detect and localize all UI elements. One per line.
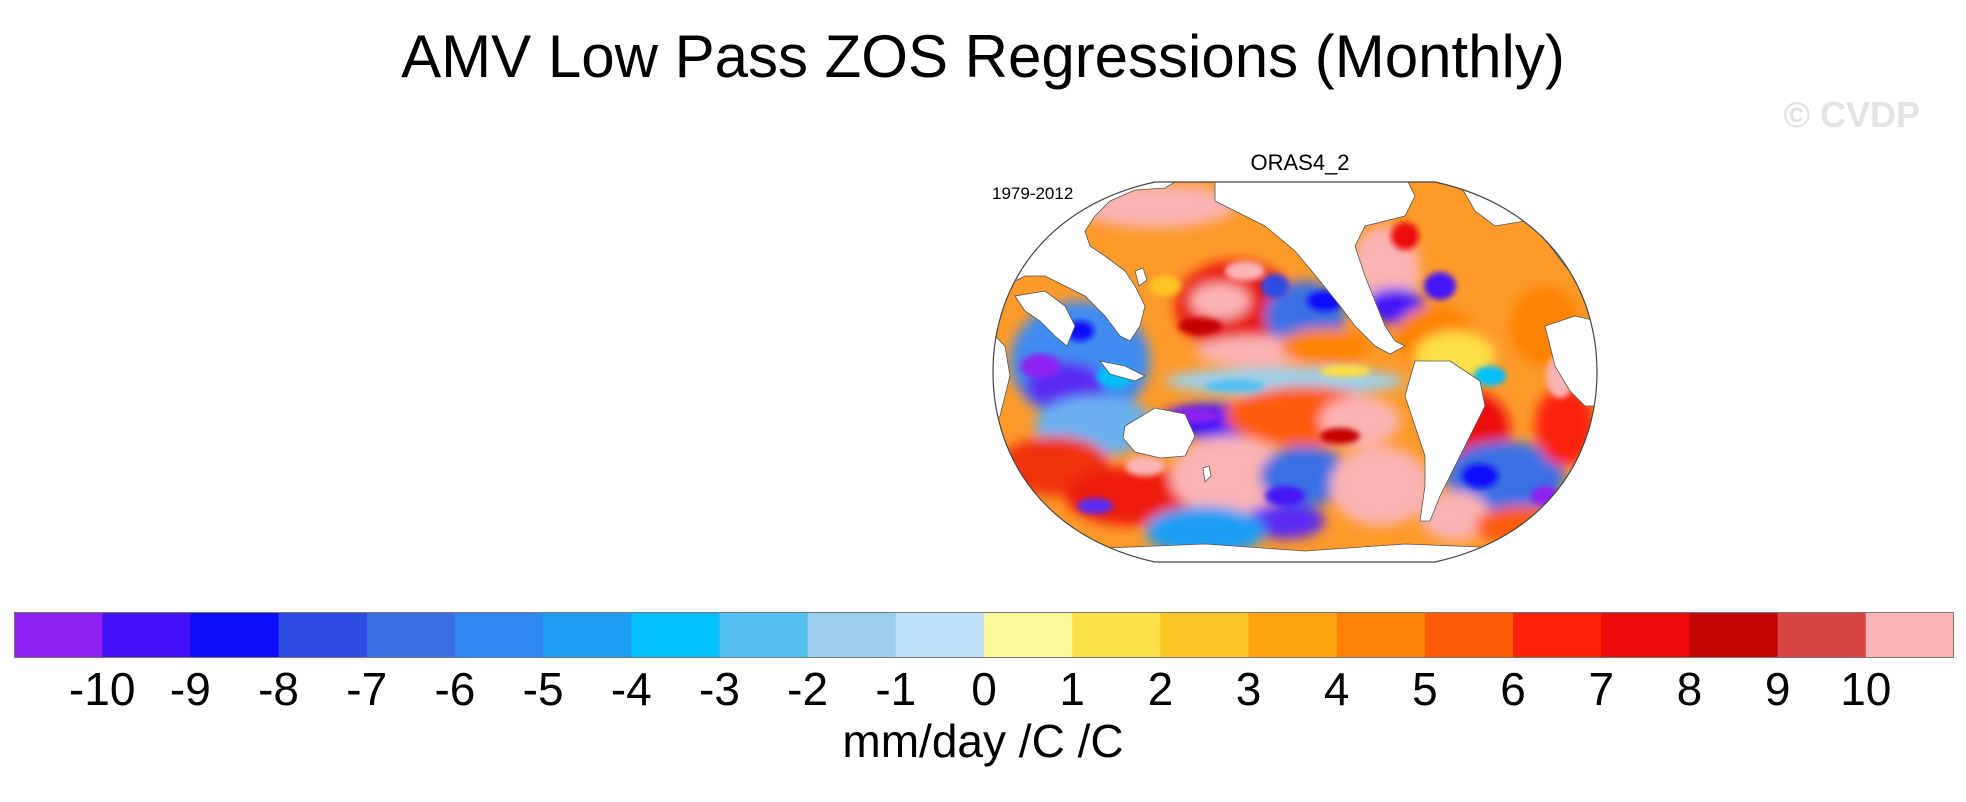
colorbar-swatch — [1865, 612, 1954, 658]
world-map-panel — [992, 181, 1598, 563]
colorbar-frame — [14, 612, 1954, 658]
colorbar-tick-label: -10 — [68, 663, 136, 715]
colorbar-tick-label: 7 — [1588, 663, 1615, 715]
colorbar-swatch — [895, 612, 985, 658]
colorbar-tick-label: 0 — [971, 663, 997, 715]
colorbar-tick-label: -5 — [522, 663, 564, 715]
colorbar-tick-label: 8 — [1676, 663, 1703, 715]
colorbar-tick-label: -8 — [258, 663, 299, 715]
land-new-zealand — [1202, 465, 1212, 483]
colorbar-tick-label: 1 — [1059, 663, 1085, 715]
panel-title: ORAS4_2 — [1250, 150, 1350, 175]
colorbar-units: mm/day /C /C — [842, 715, 1124, 767]
land-africa-west — [1544, 315, 1597, 407]
colorbar-swatch — [1424, 612, 1514, 658]
colorbar-swatch — [1777, 612, 1867, 658]
colorbar-labels: -10 -9 -8 -7 -6 -5 -4 -3 -2 -1 0 1 2 3 4 5 6 7 8 9 10 — [0, 662, 1966, 722]
land-indonesia — [1099, 360, 1146, 382]
colorbar-swatch — [1160, 612, 1250, 658]
colorbar-swatch — [1513, 612, 1602, 658]
colorbar-swatch — [1689, 612, 1779, 658]
colorbar-tick-label: -1 — [875, 663, 917, 715]
colorbar-tick-label: -6 — [434, 663, 476, 715]
colorbar-swatch — [1248, 612, 1338, 658]
land-south-america — [1404, 360, 1486, 522]
colorbar-tick-label: 2 — [1147, 663, 1174, 715]
land-north-america — [1214, 182, 1416, 355]
colorbar-swatch — [454, 612, 544, 658]
colorbar-tick-label: 6 — [1500, 663, 1526, 715]
land-antarctica — [993, 543, 1597, 562]
colorbar-swatch — [366, 612, 456, 658]
colorbar-tick-label: -4 — [610, 663, 652, 715]
chart-title: AMV Low Pass ZOS Regressions (Monthly) — [401, 23, 1565, 90]
map-field — [993, 182, 1597, 562]
colorbar-swatch — [1601, 612, 1690, 658]
land-arabia-india — [1014, 290, 1076, 347]
colorbar-swatch — [807, 612, 897, 658]
colorbar-swatch — [190, 612, 280, 658]
colorbar-tick-label: -9 — [169, 663, 211, 715]
land-australia — [1122, 407, 1196, 459]
colorbar-swatch — [984, 612, 1073, 658]
cvdp-watermark: © CVDP — [1783, 94, 1920, 135]
colorbar-tick-label: -2 — [787, 663, 829, 715]
colorbar-swatch — [1072, 612, 1161, 658]
colorbar-swatch — [14, 612, 103, 658]
colorbar-swatch — [1336, 612, 1426, 658]
colorbar-tick-label: 5 — [1412, 663, 1438, 715]
colorbar — [14, 612, 1954, 658]
colorbar-swatch — [631, 612, 720, 658]
map-outline — [992, 181, 1598, 563]
field-patches-detail — [1020, 222, 1574, 514]
colorbar-tick-label: -7 — [346, 663, 388, 715]
colorbar-tick-label: 10 — [1840, 663, 1892, 715]
colorbar-tick-label: 9 — [1764, 663, 1791, 715]
colorbar-swatch — [102, 612, 191, 658]
colorbar-swatch — [543, 612, 632, 658]
land-japan — [1134, 267, 1148, 287]
colorbar-tick-label: 4 — [1323, 663, 1350, 715]
colorbar-swatch — [719, 612, 809, 658]
colorbar-tick-label: -3 — [699, 663, 740, 715]
colorbar-tick-label: 3 — [1235, 663, 1262, 715]
panel-period: 1979-2012 — [992, 184, 1074, 203]
colorbar-swatch — [278, 612, 368, 658]
land-africa-east — [993, 325, 1011, 438]
